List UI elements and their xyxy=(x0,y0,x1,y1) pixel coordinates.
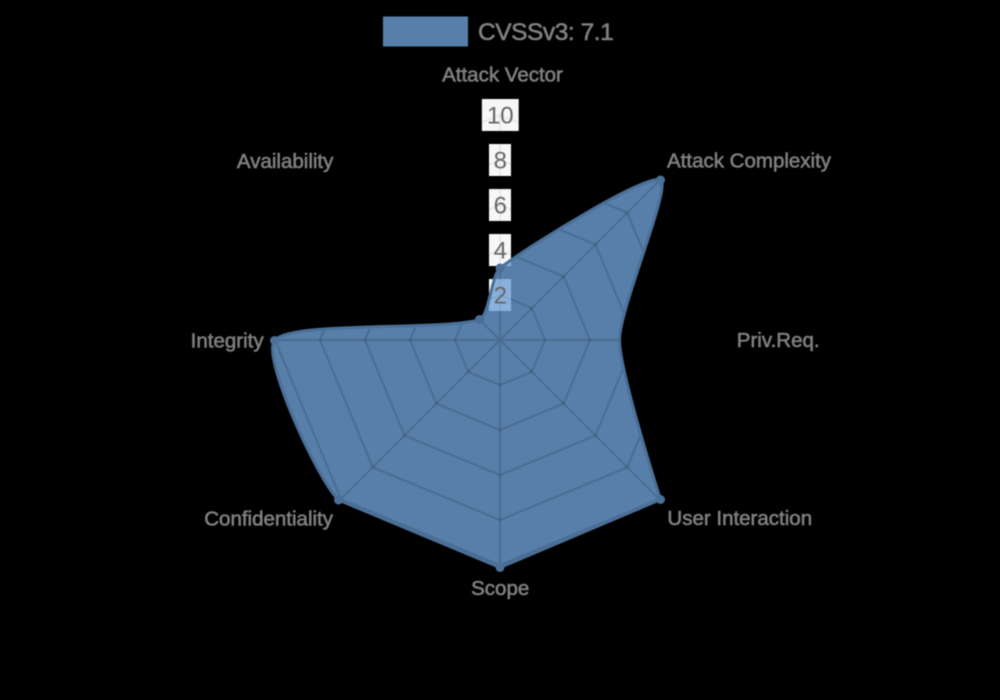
svg-text:User Interaction: User Interaction xyxy=(667,507,812,530)
svg-text:6: 6 xyxy=(494,193,507,220)
svg-text:Attack Vector: Attack Vector xyxy=(442,64,563,87)
svg-text:Priv.Req.: Priv.Req. xyxy=(737,329,820,352)
svg-text:Scope: Scope xyxy=(471,577,529,600)
svg-text:Availability: Availability xyxy=(237,150,334,173)
svg-text:CVSSv3: 7.1: CVSSv3: 7.1 xyxy=(478,19,613,46)
svg-text:10: 10 xyxy=(487,103,514,130)
svg-text:2: 2 xyxy=(494,283,507,310)
svg-text:4: 4 xyxy=(494,238,507,265)
svg-text:Integrity: Integrity xyxy=(191,330,265,353)
svg-text:Confidentiality: Confidentiality xyxy=(204,508,334,531)
svg-text:Attack Complexity: Attack Complexity xyxy=(667,149,832,172)
svg-text:8: 8 xyxy=(494,148,507,175)
